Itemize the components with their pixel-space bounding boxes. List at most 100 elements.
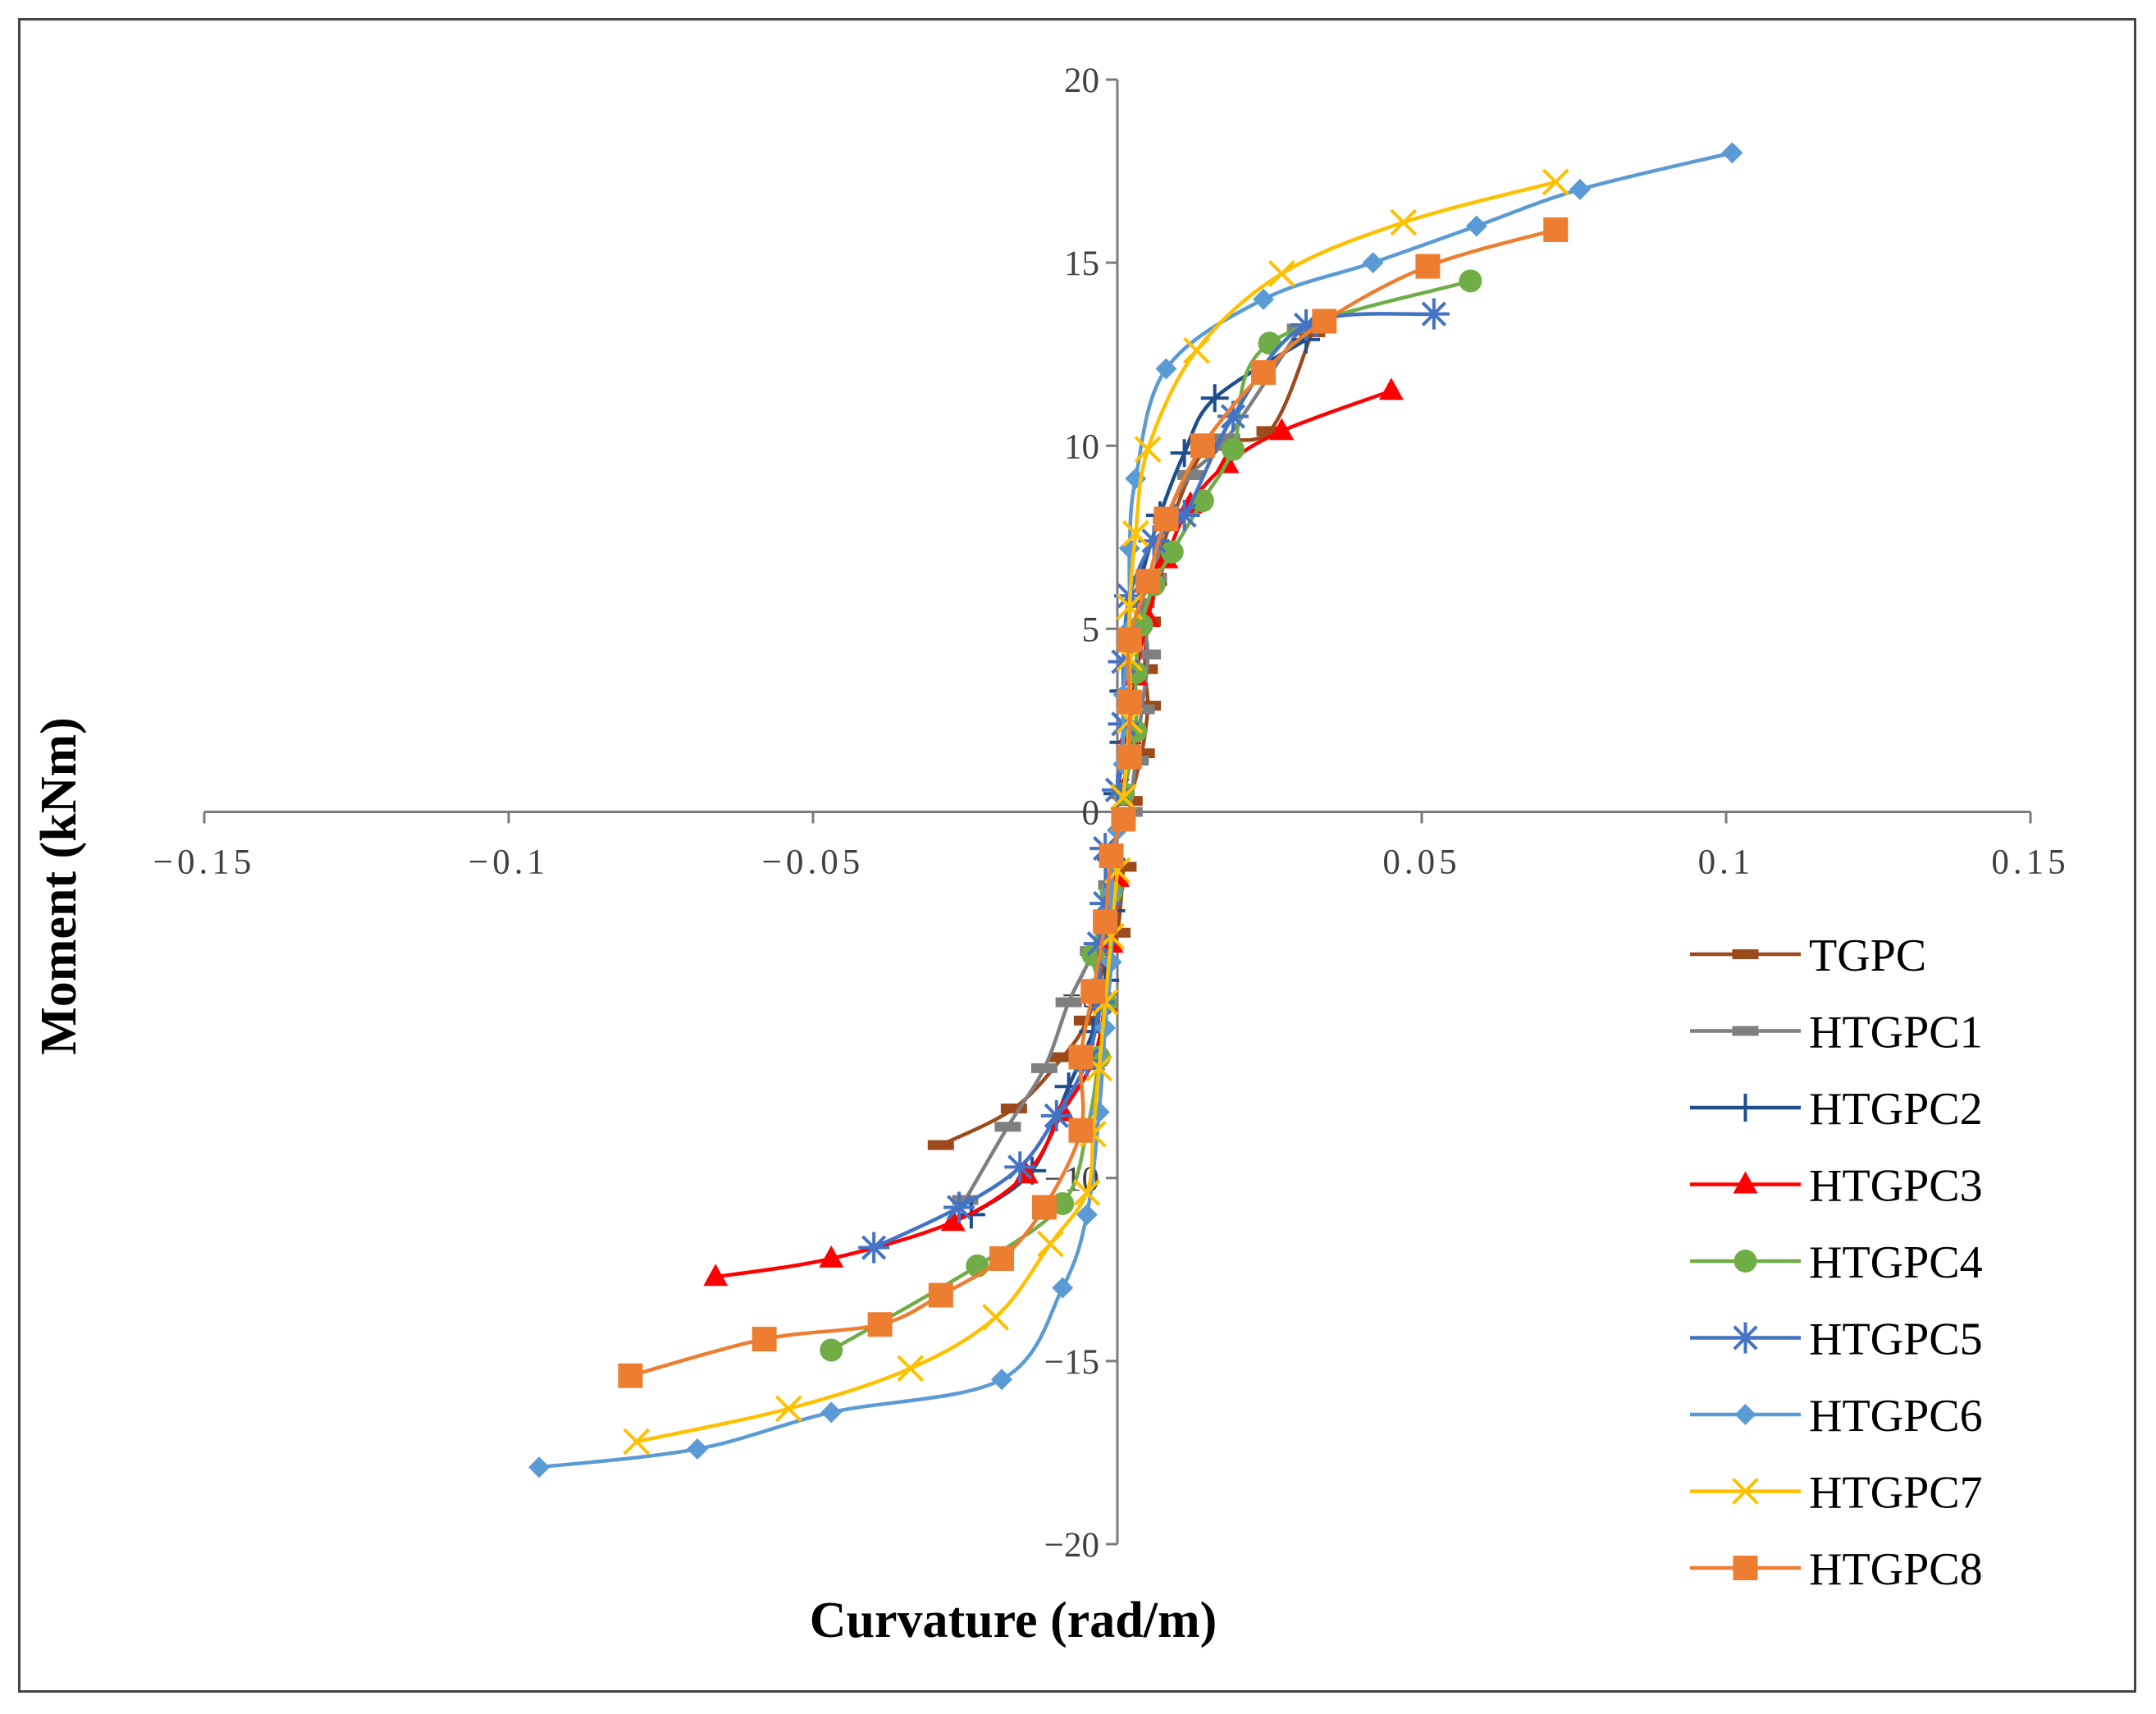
marker-stroke xyxy=(1390,208,1418,236)
data-point-htgpc4 xyxy=(1051,1191,1075,1215)
legend-item-htgpc6: HTGPC6 xyxy=(1690,1391,1983,1442)
y-tick-label: 5 xyxy=(1082,610,1100,649)
legend-item-htgpc1: HTGPC1 xyxy=(1690,1008,1983,1058)
marker-stroke xyxy=(1036,1230,1064,1258)
data-point-htgpc7 xyxy=(982,1303,1010,1331)
legend-label: HTGPC1 xyxy=(1809,1008,1983,1058)
data-point-htgpc7 xyxy=(623,1428,651,1456)
data-point-htgpc6 xyxy=(1465,215,1487,237)
data-point-htgpc8 xyxy=(1117,744,1142,770)
legend-marker xyxy=(1733,1171,1758,1194)
legend-item-htgpc8: HTGPC8 xyxy=(1690,1544,1983,1595)
series-layer xyxy=(528,142,1743,1479)
legend-item-htgpc5: HTGPC5 xyxy=(1690,1314,1983,1365)
data-point-htgpc6 xyxy=(1094,1017,1117,1039)
data-point-htgpc1 xyxy=(1177,469,1204,480)
legend-label: HTGPC7 xyxy=(1809,1468,1983,1519)
data-point-htgpc6 xyxy=(1721,142,1743,164)
data-point-htgpc7 xyxy=(1036,1230,1064,1258)
marker-stroke xyxy=(774,1395,802,1423)
marker-stroke xyxy=(1421,301,1446,327)
legend-item-tgpc: TGPC xyxy=(1690,930,1926,981)
marker-stroke xyxy=(1110,784,1137,811)
data-point-htgpc8 xyxy=(1543,217,1569,242)
data-point-htgpc7 xyxy=(774,1395,802,1423)
series-htgpc4 xyxy=(820,269,1482,1362)
y-tick-label: 10 xyxy=(1064,427,1099,466)
data-point-htgpc8 xyxy=(1135,569,1161,594)
data-point-htgpc5 xyxy=(943,1191,975,1223)
marker-stroke xyxy=(1134,436,1162,464)
legend-label: HTGPC5 xyxy=(1809,1314,1983,1365)
marker-stroke xyxy=(1733,1325,1758,1351)
marker-stroke xyxy=(1183,336,1210,364)
y-tick-label: −20 xyxy=(1044,1526,1099,1565)
y-tick-label: 0 xyxy=(1082,794,1100,833)
data-point-htgpc8 xyxy=(1093,909,1118,935)
x-tick-label: −0.15 xyxy=(153,843,256,882)
marker-stroke xyxy=(1121,519,1149,547)
data-point-htgpc8 xyxy=(1312,309,1337,334)
marker-stroke xyxy=(623,1428,651,1456)
data-point-htgpc8 xyxy=(989,1246,1015,1271)
data-point-htgpc4 xyxy=(1221,437,1245,461)
marker-stroke xyxy=(1073,1179,1101,1207)
data-point-htgpc8 xyxy=(1080,979,1106,1004)
series-line-htgpc3-negative xyxy=(714,875,1120,1279)
data-point-htgpc8 xyxy=(1117,689,1142,715)
data-point-htgpc8 xyxy=(1190,433,1215,459)
legend: TGPC HTGPC1 HTGPC2 HTGPC3 HTGPC4 HTGPC5 HTGPC6… xyxy=(1690,930,1983,1595)
marker-stroke xyxy=(861,1235,887,1260)
data-point-htgpc6 xyxy=(991,1369,1013,1391)
data-point-htgpc7 xyxy=(1183,336,1210,364)
data-point-htgpc7 xyxy=(1542,168,1569,196)
legend-marker xyxy=(1733,1556,1758,1580)
legend-label: HTGPC3 xyxy=(1809,1161,1983,1212)
data-point-htgpc8 xyxy=(1111,807,1136,832)
marker-stroke xyxy=(1086,931,1112,957)
legend-label: TGPC xyxy=(1809,930,1926,981)
data-point-htgpc3 xyxy=(819,1245,844,1268)
data-point-htgpc8 xyxy=(1415,254,1441,279)
x-tick-label: 0.15 xyxy=(1991,843,2069,882)
axes: −0.15−0.1−0.0500.050.10.15−20−15−10−5051… xyxy=(153,62,2069,1565)
data-point-htgpc5 xyxy=(1418,298,1450,330)
marker-stroke xyxy=(1044,1103,1069,1128)
legend-item-htgpc2: HTGPC2 xyxy=(1690,1084,1983,1135)
legend-marker xyxy=(1729,1322,1761,1354)
marker-stroke xyxy=(897,1355,925,1383)
data-point-htgpc6 xyxy=(1155,358,1177,380)
data-point-htgpc8 xyxy=(1031,1195,1057,1220)
y-tick-label: 20 xyxy=(1064,62,1099,100)
data-point-htgpc8 xyxy=(1099,843,1124,869)
series-htgpc8 xyxy=(618,217,1569,1388)
legend-marker xyxy=(1733,1250,1757,1273)
legend-marker xyxy=(1734,1404,1756,1425)
data-point-htgpc8 xyxy=(1251,360,1277,385)
legend-marker xyxy=(1732,949,1759,959)
data-point-htgpc6 xyxy=(1362,252,1384,274)
data-point-htgpc6 xyxy=(687,1437,709,1460)
legend-item-htgpc3: HTGPC3 xyxy=(1690,1161,1983,1212)
data-point-htgpc2 xyxy=(1200,384,1229,413)
series-line-htgpc6-positive xyxy=(1121,151,1734,766)
legend-item-htgpc7: HTGPC7 xyxy=(1690,1468,1983,1519)
data-point-htgpc8 xyxy=(1117,627,1142,652)
data-point-htgpc3 xyxy=(1378,377,1404,400)
y-tick-label: 15 xyxy=(1064,245,1099,283)
legend-label: HTGPC8 xyxy=(1809,1544,1983,1595)
data-point-htgpc7 xyxy=(1121,519,1149,547)
x-tick-label: 0.05 xyxy=(1382,843,1460,882)
legend-marker xyxy=(1732,1026,1759,1036)
data-point-htgpc6 xyxy=(1052,1277,1074,1299)
y-axis-title: Moment (kNm) xyxy=(31,717,87,1055)
x-tick-label: −0.1 xyxy=(468,843,549,882)
x-tick-label: −0.05 xyxy=(762,843,865,882)
marker-stroke xyxy=(946,1195,972,1220)
marker-stroke xyxy=(1007,1154,1033,1180)
data-point-htgpc1 xyxy=(1030,1063,1057,1073)
data-point-htgpc8 xyxy=(867,1312,893,1337)
data-point-htgpc6 xyxy=(528,1456,550,1479)
data-point-htgpc6 xyxy=(1100,951,1122,973)
